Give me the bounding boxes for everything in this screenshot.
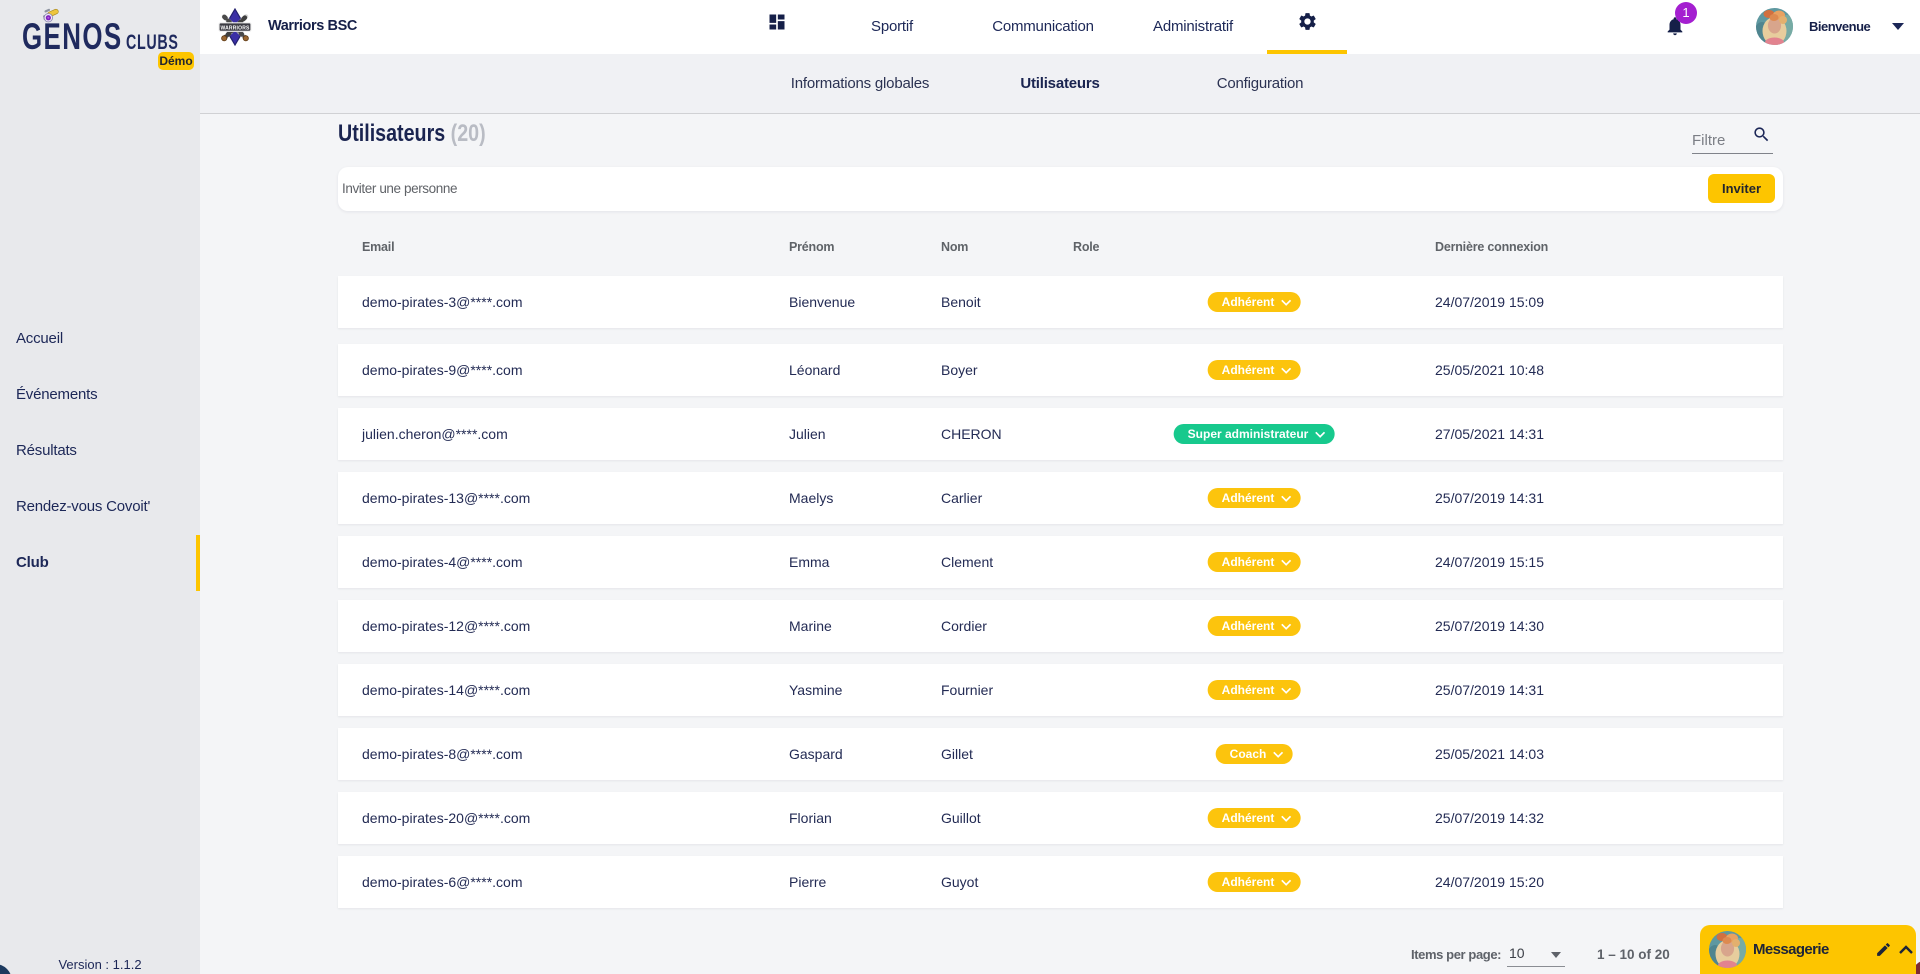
svg-text:WARRIORS: WARRIORS	[220, 25, 250, 31]
